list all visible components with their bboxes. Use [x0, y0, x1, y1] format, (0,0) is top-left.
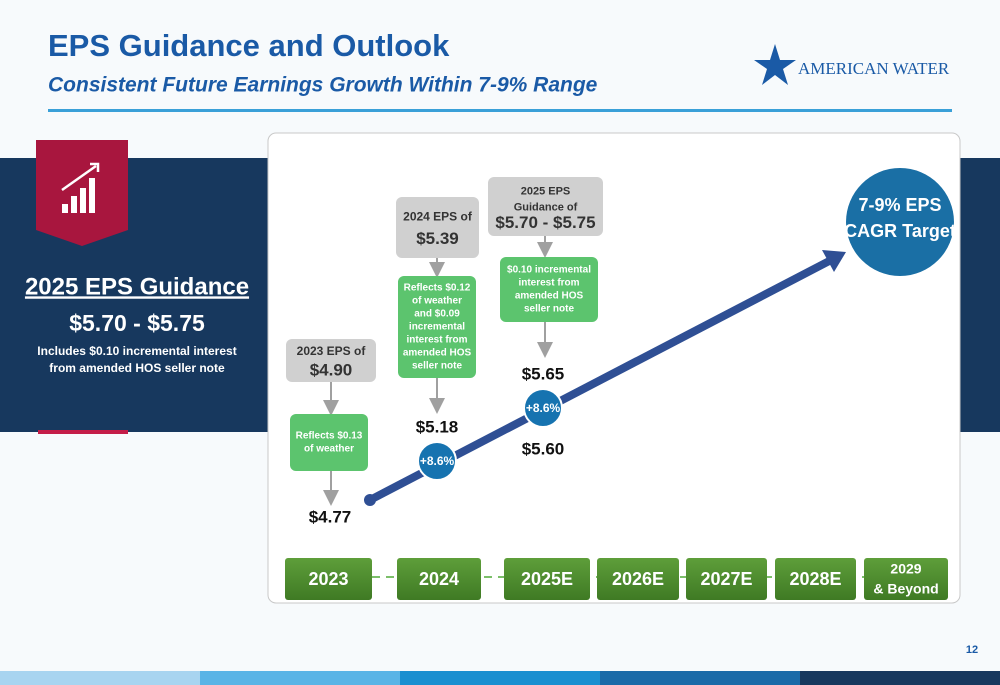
eps-value: $4.77 — [309, 507, 352, 526]
year-label: 2029 — [890, 561, 921, 577]
note-text: seller note — [412, 361, 462, 372]
eps-box-text: 2023 EPS of — [297, 344, 367, 358]
note-text: interest from — [406, 335, 467, 346]
note-text: Reflects $0.13 — [296, 431, 363, 442]
growth-circle — [417, 441, 457, 481]
growth-arrow-head — [822, 250, 846, 272]
guidance-title: 2025 EPS Guidance — [25, 273, 249, 300]
year-label: 2027E — [700, 569, 752, 589]
stripe — [800, 671, 1000, 685]
year-bar — [397, 558, 481, 600]
eps-box-text: $4.90 — [310, 360, 353, 379]
eps-box-text: Guidance of — [514, 201, 578, 213]
logo-text: AMERICAN WATER — [798, 59, 950, 78]
note-text: of weather — [304, 444, 354, 455]
year-bar — [775, 558, 856, 600]
eps-box — [286, 339, 376, 382]
note-text: amended HOS — [403, 348, 472, 359]
note-text: $0.10 incremental — [507, 265, 591, 276]
target-text: 7-9% EPS — [858, 195, 941, 215]
year-bar — [864, 558, 948, 600]
eps-box-text: 2025 EPS — [521, 185, 571, 197]
note-text: interest from — [518, 278, 579, 289]
growth-circle — [523, 388, 563, 428]
note-text: of weather — [412, 296, 462, 307]
note-text: seller note — [524, 304, 574, 315]
growth-label: +8.6% — [420, 454, 455, 468]
year-label: & Beyond — [873, 581, 938, 597]
eps-value: $5.65 — [522, 364, 565, 383]
guidance-note: Includes $0.10 incremental interest — [37, 344, 236, 358]
eps-box-text: $5.70 - $5.75 — [495, 213, 595, 232]
year-label: 2024 — [419, 569, 459, 589]
subtitle: Consistent Future Earnings Growth Within… — [48, 74, 598, 97]
title: EPS Guidance and Outlook — [48, 28, 450, 63]
year-bar — [686, 558, 767, 600]
eps-value: $5.18 — [416, 417, 459, 436]
target-text: CAGR Target — [844, 221, 956, 241]
eps-box — [396, 197, 479, 258]
note-text: amended HOS — [515, 291, 584, 302]
year-label: 2025E — [521, 569, 573, 589]
year-label: 2026E — [612, 569, 664, 589]
guidance-range: $5.70 - $5.75 — [69, 310, 205, 336]
year-label: 2028E — [789, 569, 841, 589]
eps-box — [488, 177, 603, 236]
year-bar — [504, 558, 590, 600]
growth-label: +8.6% — [526, 401, 561, 415]
note-text: and $0.09 — [414, 309, 460, 320]
note-box — [398, 276, 476, 378]
stripe — [0, 671, 200, 685]
stripe — [200, 671, 400, 685]
year-bar — [285, 558, 372, 600]
note-text: Reflects $0.12 — [404, 283, 471, 294]
chart-icon — [61, 162, 100, 213]
eps-value: $5.60 — [522, 439, 565, 458]
guidance-note: from amended HOS seller note — [49, 361, 225, 375]
logo-star — [754, 44, 796, 85]
rule — [48, 109, 952, 112]
note-box — [290, 414, 368, 471]
eps-box-text: $5.39 — [416, 229, 459, 248]
year-bar — [597, 558, 679, 600]
accent — [38, 430, 128, 434]
stripe — [600, 671, 800, 685]
note-text: incremental — [409, 322, 465, 333]
eps-box-text: 2024 EPS of — [403, 210, 473, 224]
stripe — [400, 671, 600, 685]
page-number: 12 — [966, 644, 978, 656]
year-label: 2023 — [308, 569, 348, 589]
note-box — [500, 257, 598, 322]
start-dot — [364, 494, 376, 506]
target-circle — [846, 168, 954, 276]
